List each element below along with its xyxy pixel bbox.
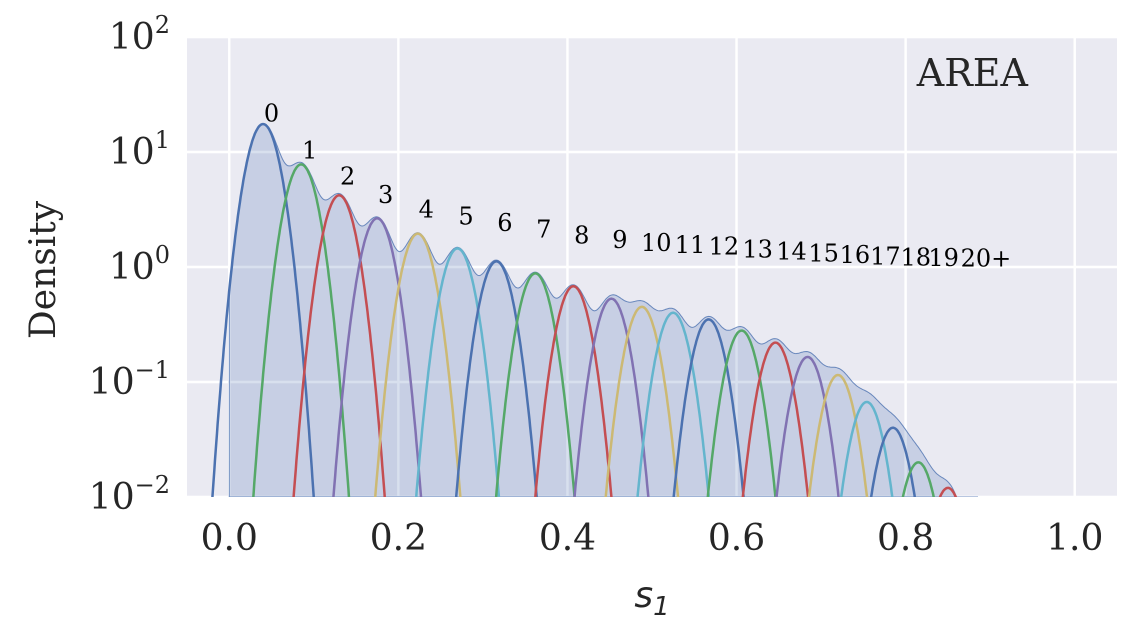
curve-label-11: 11 [675, 231, 706, 259]
series-curve-17 [839, 400, 894, 497]
curve-label-9: 9 [612, 226, 627, 254]
y-tick-label: 10−2 [89, 471, 170, 518]
series-curves [211, 122, 958, 497]
series-curve-18 [869, 426, 917, 497]
series-curve-10 [604, 305, 680, 497]
x-tick-label: 0.4 [539, 518, 596, 559]
curve-label-10: 10 [641, 229, 672, 257]
x-tick-label: 0.8 [877, 518, 934, 559]
series-curve-20+ [938, 486, 958, 497]
curve-label-1: 1 [302, 136, 317, 164]
series-curve-2 [292, 194, 386, 497]
curve-label-12: 12 [709, 233, 740, 261]
curve-label-14: 14 [776, 238, 807, 266]
curve-label-20+: 20+ [961, 245, 1012, 273]
series-curve-12 [672, 318, 745, 497]
series-curve-1 [252, 163, 351, 497]
series-curve-9 [573, 297, 650, 497]
x-tick-labels: 0.0 0.2 0.4 0.6 0.8 1.0 [201, 518, 1104, 559]
series-curve-13 [706, 329, 777, 497]
curve-label-0: 0 [264, 99, 279, 127]
curve-label-15: 15 [808, 239, 839, 267]
curve-label-4: 4 [419, 195, 434, 223]
series-curve-4 [374, 232, 462, 497]
x-tick-label: 1.0 [1046, 518, 1103, 559]
x-axis-title: s1 [634, 575, 669, 622]
curve-label-2: 2 [340, 163, 355, 191]
y-tick-labels: 102 101 100 10−1 10−2 [89, 11, 170, 518]
curve-label-6: 6 [497, 209, 512, 237]
series-curve-0 [211, 122, 315, 497]
curve-label-5: 5 [458, 202, 473, 230]
series-curve-19 [901, 461, 935, 497]
x-tick-label: 0.6 [708, 518, 765, 559]
y-tick-label: 100 [109, 241, 170, 288]
curve-label-7: 7 [536, 216, 551, 244]
series-curve-15 [775, 355, 840, 497]
curve-label-13: 13 [742, 235, 773, 263]
curve-label-16: 16 [840, 241, 871, 269]
series-curve-8 [534, 285, 613, 497]
curve-label-8: 8 [574, 222, 589, 250]
x-axis-title-sub: 1 [653, 592, 670, 622]
curve-label-3: 3 [378, 181, 393, 209]
x-tick-label: 0.2 [370, 518, 427, 559]
x-tick-label: 0.0 [201, 518, 258, 559]
y-tick-label: 10−1 [89, 356, 170, 403]
series-curve-16 [807, 373, 869, 497]
panel-label: AREA [916, 51, 1029, 95]
curve-label-18: 18 [901, 244, 932, 272]
y-tick-label: 101 [109, 126, 170, 173]
series-curve-14 [741, 341, 810, 497]
series-curve-11 [636, 311, 711, 497]
curve-label-19: 19 [928, 244, 959, 272]
x-axis-title-main: s [634, 575, 653, 616]
curve-label-17: 17 [870, 243, 901, 271]
series-curve-3 [332, 217, 423, 497]
series-curve-5 [414, 247, 501, 497]
y-tick-label: 102 [109, 11, 170, 58]
y-axis-title: Density [23, 200, 64, 339]
